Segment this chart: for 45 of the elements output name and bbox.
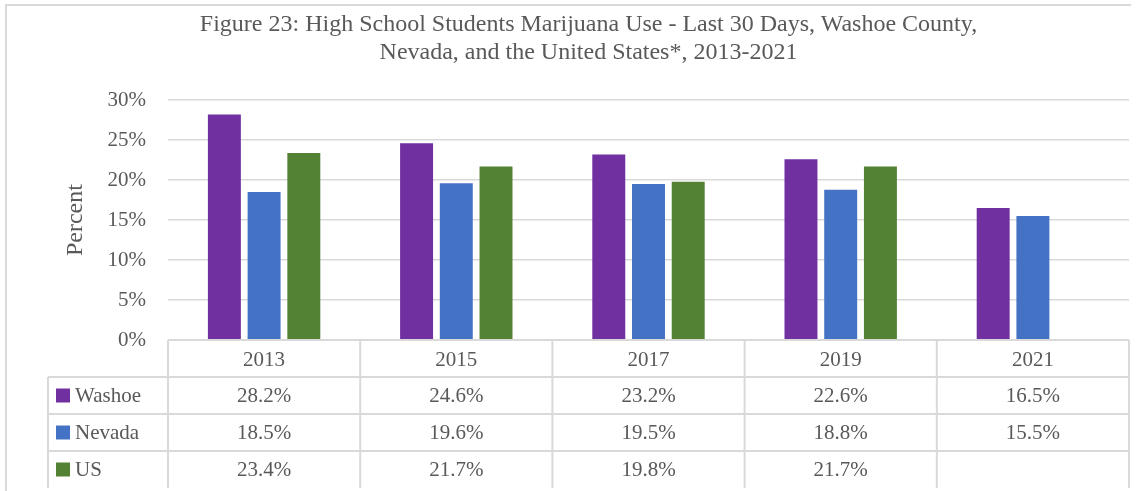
data-label: 28.2% <box>236 383 292 408</box>
x-tick-label: 2021 <box>1011 347 1054 372</box>
y-tick-label: 15% <box>107 206 146 231</box>
bar <box>824 189 858 340</box>
data-label: 19.5% <box>621 420 676 445</box>
bar <box>784 159 818 340</box>
chart-title: Figure 23: High School Students Marijuana Use - Last 30 Days, Washoe County, Nevada, and the United States*, 2013-2021 <box>199 10 978 65</box>
bar <box>863 166 897 340</box>
data-label: 23.4% <box>236 457 292 482</box>
legend-label: Washoe <box>75 383 141 408</box>
data-label: 16.5% <box>1005 383 1061 408</box>
legend-label: Nevada <box>75 420 140 445</box>
data-label: 24.6% <box>429 383 484 408</box>
y-tick-label: 5% <box>118 286 146 311</box>
y-tick-label: 25% <box>107 126 146 151</box>
bar <box>1016 216 1050 340</box>
bar <box>479 166 513 340</box>
legend-label: US <box>75 457 102 482</box>
y-tick-label: 30% <box>107 86 146 111</box>
bar <box>671 181 705 340</box>
data-label: 21.7% <box>813 457 868 482</box>
bar <box>207 114 241 340</box>
x-tick-label: 2017 <box>627 347 670 372</box>
data-label: 15.5% <box>1005 420 1061 445</box>
y-tick-label: 20% <box>107 166 146 191</box>
data-label: 18.8% <box>813 420 868 445</box>
data-label: 21.7% <box>429 457 484 482</box>
y-axis-title: Percent <box>60 183 87 257</box>
bar <box>976 208 1010 340</box>
bar <box>592 154 626 340</box>
x-tick-label: 2015 <box>435 347 478 372</box>
data-label: 19.8% <box>621 457 676 482</box>
data-label: 18.5% <box>236 420 292 445</box>
x-tick-label: 2013 <box>243 347 286 372</box>
data-label: 19.6% <box>429 420 484 445</box>
bar <box>247 192 281 340</box>
bar <box>632 184 665 340</box>
bar <box>439 183 473 340</box>
data-label: 22.6% <box>813 383 868 408</box>
bar <box>287 152 321 340</box>
x-tick-label: 2019 <box>819 347 862 372</box>
y-tick-label: 0% <box>118 326 146 351</box>
bar <box>400 143 434 340</box>
data-label: 23.2% <box>621 383 676 408</box>
y-tick-label: 10% <box>107 246 146 271</box>
